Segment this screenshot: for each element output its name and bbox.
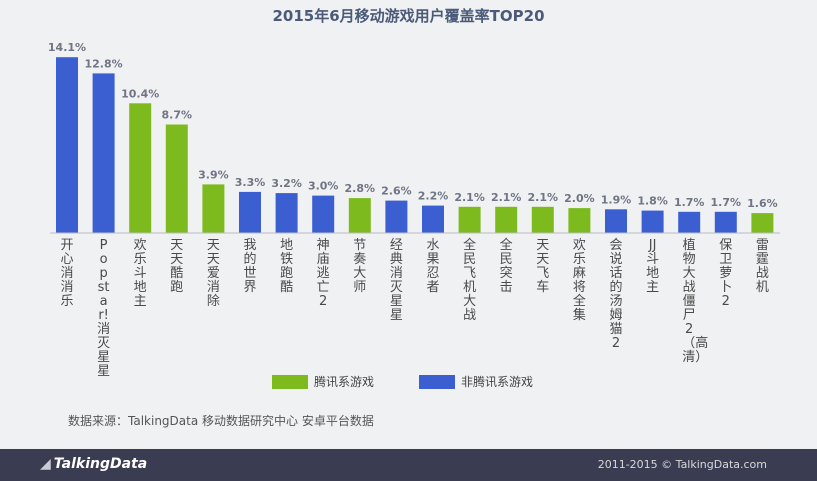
source-note: 数据来源：TalkingData 移动数据研究中心 安卓平台数据 [68, 414, 374, 428]
legend-label-non-tencent: 非腾讯系游戏 [461, 375, 534, 389]
bar-11 [422, 205, 444, 233]
value-label-9: 2.8% [345, 182, 376, 195]
value-label-19: 1.7% [711, 196, 742, 209]
bar-8 [312, 195, 335, 233]
category-label-11: 水果忍者 [426, 238, 440, 295]
value-label-8: 3.0% [308, 180, 339, 193]
category-label-18: 植物大战僵尸2（高清） [682, 238, 709, 365]
bar-4 [165, 124, 188, 233]
category-label-19: 保卫萝卜2 [719, 238, 733, 309]
talkingdata-logo: ◢ TalkingData [40, 456, 147, 472]
value-label-10: 2.6% [381, 185, 412, 198]
category-label-17: JJ斗地主 [646, 238, 660, 295]
value-label-15: 2.0% [564, 192, 595, 205]
value-label-6: 3.3% [235, 176, 266, 189]
category-label-3: 欢乐斗地主 [133, 238, 147, 309]
value-label-20: 1.6% [747, 197, 778, 210]
bar-3 [129, 103, 152, 233]
bar-5 [202, 184, 225, 233]
category-label-14: 天天飞车 [536, 238, 550, 295]
bar-14 [531, 206, 554, 233]
value-label-18: 1.7% [674, 196, 705, 209]
legend-item-tencent: 腾讯系游戏 [272, 373, 374, 390]
bar-17 [641, 210, 664, 233]
category-label-2: Popstar!消灭星星 [97, 238, 111, 379]
value-label-14: 2.1% [528, 191, 559, 204]
category-label-15: 欢乐麻将全集 [572, 238, 586, 323]
value-label-16: 1.9% [601, 193, 632, 206]
category-label-8: 神庙逃亡2 [316, 238, 330, 309]
bar-10 [385, 200, 408, 233]
category-label-20: 雷霆战机 [755, 238, 769, 295]
value-label-5: 3.9% [198, 168, 229, 181]
value-label-3: 10.4% [121, 87, 159, 100]
category-label-10: 经典消灭星星 [389, 238, 403, 323]
bar-9 [348, 198, 371, 233]
legend-label-tencent: 腾讯系游戏 [314, 375, 375, 389]
logo-mark-icon: ◢ [40, 456, 51, 472]
bar-19 [714, 211, 737, 233]
bar-7 [275, 193, 298, 233]
category-label-13: 全民突击 [499, 238, 513, 295]
chart-title: 2015年6月移动游戏用户覆盖率TOP20 [272, 7, 545, 25]
category-label-16: 会说话的汤姆猫2 [609, 238, 623, 351]
value-label-2: 12.8% [85, 57, 123, 70]
category-label-9: 节奏大师 [353, 238, 367, 295]
value-label-7: 3.2% [271, 177, 302, 190]
value-label-12: 2.1% [454, 191, 485, 204]
bar-chart: 14.1% 12.8% 10.4%8.7% 3.9% 3.3% 3.2% 3.0% 2.8% 2… [48, 41, 780, 234]
bar-6 [239, 191, 261, 233]
bar-18 [678, 211, 701, 233]
value-label-13: 2.1% [491, 191, 522, 204]
category-label-12: 全民飞机大战 [463, 238, 477, 323]
value-label-17: 1.8% [637, 195, 668, 208]
bar-13 [495, 206, 518, 233]
value-labels-layer: 14.1% 12.8% 10.4%8.7% 3.9% 3.3% 3.2% 3.0% 2.8% 2… [48, 41, 778, 210]
bar-20 [751, 213, 774, 233]
category-label-4: 天天酷跑 [170, 238, 184, 295]
footer-copyright: 2011-2015 © TalkingData.com [597, 458, 767, 471]
bar-1 [56, 57, 78, 234]
footer: ◢ TalkingData 2011-2015 © TalkingData.co… [0, 449, 817, 481]
value-label-1: 14.1% [48, 41, 86, 54]
legend-item-non-tencent: 非腾讯系游戏 [419, 373, 533, 390]
legend-swatch-tencent [272, 374, 308, 389]
logo-text: TalkingData [53, 456, 148, 472]
bar-2 [92, 73, 115, 234]
value-label-11: 2.2% [418, 190, 449, 203]
bar-16 [605, 209, 627, 233]
value-label-4: 8.7% [162, 109, 193, 122]
category-label-6: 我的世界 [243, 238, 257, 295]
category-label-5: 天天爱消除 [206, 238, 220, 309]
bars-layer [56, 57, 774, 234]
bar-12 [458, 206, 481, 233]
category-label-7: 地铁跑酷 [280, 238, 294, 295]
bar-15 [568, 208, 591, 233]
category-label-1: 开心消消乐 [60, 238, 74, 309]
legend-swatch-non-tencent [419, 374, 455, 389]
